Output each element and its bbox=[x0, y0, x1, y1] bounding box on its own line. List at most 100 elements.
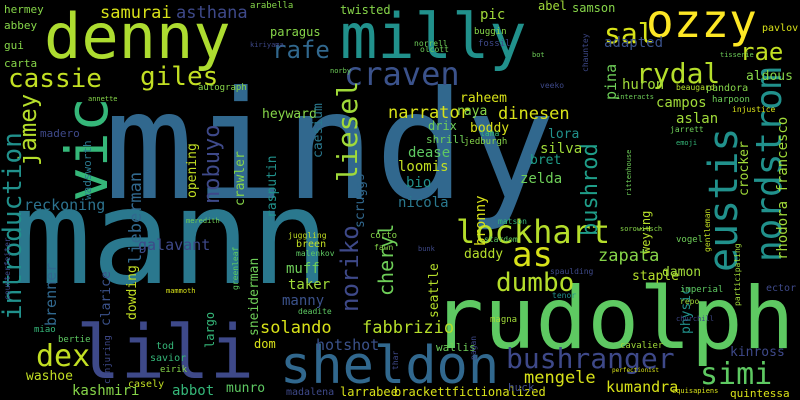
word-clarice: clarice bbox=[99, 271, 114, 326]
word-taker: taker bbox=[288, 277, 331, 293]
word-huck: huck bbox=[508, 381, 535, 394]
word-mengele: mengele bbox=[524, 368, 596, 388]
word-liesel: liesel bbox=[331, 80, 364, 182]
word-meredith: meredith bbox=[186, 217, 220, 225]
word-heyward: heyward bbox=[262, 107, 317, 122]
word-conjuring: conjuring bbox=[103, 335, 113, 384]
word-dumbo: dumbo bbox=[496, 268, 575, 298]
word-interacts: interacts bbox=[616, 93, 654, 101]
word-campos: campos bbox=[656, 95, 707, 111]
word-kinross: kinross bbox=[730, 345, 785, 360]
word-samurai: samurai bbox=[100, 3, 172, 23]
word-asthana: asthana bbox=[176, 3, 248, 23]
word-quintessa: quintessa bbox=[730, 387, 790, 400]
word-twisted: twisted bbox=[340, 3, 391, 17]
word-abbey: abbey bbox=[4, 19, 38, 32]
word-magna: magna bbox=[490, 315, 518, 325]
word-washoe: washoe bbox=[26, 369, 73, 384]
word-gui: gui bbox=[4, 39, 24, 52]
word-rudolph: rudolph bbox=[432, 269, 795, 369]
word-pandora: pandora bbox=[706, 83, 749, 94]
word-counterfeiter: counterfeiter bbox=[3, 237, 12, 300]
word-mann: mann bbox=[12, 161, 330, 315]
word-abbot: abbot bbox=[172, 383, 215, 399]
word-dease: dease bbox=[408, 145, 451, 161]
word-wadsworth: wadsworth bbox=[81, 140, 94, 200]
word-cassie: cassie bbox=[8, 64, 102, 94]
word-deadite: deadite bbox=[298, 307, 332, 316]
word-emoji: emoji bbox=[676, 139, 698, 147]
word-injustice: injustice bbox=[732, 105, 776, 114]
word-fawn: fawn bbox=[374, 243, 394, 252]
word-norrell: norrell bbox=[414, 39, 448, 48]
word-sorowitsch: sorowitsch bbox=[620, 225, 663, 233]
word-galavant: galavant bbox=[138, 236, 211, 254]
word-manny: manny bbox=[282, 293, 325, 309]
word-muff: muff bbox=[286, 261, 320, 277]
word-silva: silva bbox=[540, 141, 583, 157]
word-tenor: tenor bbox=[552, 291, 577, 300]
word-madero: madero bbox=[40, 127, 80, 140]
word-mindy: mindy bbox=[104, 60, 556, 234]
word-drix: drix bbox=[428, 119, 457, 133]
word-jarrett: jarrett bbox=[670, 125, 704, 134]
word-reckoning: reckoning bbox=[24, 196, 106, 214]
word-ozzy: ozzy bbox=[646, 0, 757, 48]
word-veeko: veeko bbox=[540, 81, 565, 90]
word-ector: ector bbox=[766, 283, 797, 294]
word-churchill: churchill bbox=[676, 315, 714, 323]
word-miao: miao bbox=[34, 325, 56, 335]
word-bio: bio bbox=[406, 175, 432, 191]
word-milly: milly bbox=[340, 0, 527, 73]
word-opening: opening bbox=[185, 143, 200, 198]
word-brenner: brenner bbox=[42, 262, 60, 326]
word-boddy: boddy bbox=[470, 121, 510, 136]
word-lama: lama bbox=[480, 129, 500, 138]
word-mammoth: mammoth bbox=[166, 287, 196, 295]
word-noriko: noriko bbox=[336, 225, 364, 312]
word-aslan: aslan bbox=[676, 111, 719, 127]
word-nicola: nicola bbox=[398, 195, 449, 211]
word-shrill: shrill bbox=[426, 133, 466, 146]
word-lora: lora bbox=[548, 127, 580, 142]
word-participating: participating bbox=[733, 243, 742, 306]
word-larrabee: larrabee bbox=[340, 385, 398, 399]
word-zelda: zelda bbox=[520, 171, 563, 187]
word-imperial: imperial bbox=[680, 285, 724, 295]
word-hermey: hermey bbox=[4, 3, 44, 16]
word-sneiderman: sneiderman bbox=[247, 257, 262, 336]
word-caesium: caesium bbox=[311, 103, 326, 158]
word-damon: damon bbox=[662, 265, 702, 280]
word-pavlov: pavlov bbox=[762, 23, 799, 34]
word-abel: abel bbox=[538, 0, 567, 13]
word-bushranger: bushranger bbox=[506, 342, 675, 375]
word-norby: norby bbox=[330, 67, 352, 75]
word-madalena: madalena bbox=[286, 387, 335, 398]
word-samson: samson bbox=[572, 1, 616, 15]
word-crocker: crocker bbox=[737, 141, 752, 196]
word-kumandra: kumandra bbox=[606, 378, 679, 396]
word-solando: solando bbox=[260, 318, 332, 338]
word-jedburgh: jedburgh bbox=[464, 137, 508, 147]
word-loomis: loomis bbox=[398, 159, 449, 175]
word-adapted: adapted bbox=[604, 35, 664, 51]
word-as: as bbox=[512, 235, 553, 275]
word-equisapiens: equisapiens bbox=[672, 387, 719, 395]
word-huron: huron bbox=[622, 77, 665, 93]
word-nobuyo: nobuyo bbox=[200, 124, 225, 204]
word-wallis: wallis bbox=[436, 341, 476, 354]
word-kashmiri: kashmiri bbox=[72, 383, 140, 399]
word-zapata: zapata bbox=[598, 246, 660, 266]
word-rafe: rafe bbox=[272, 36, 330, 64]
word-spaulding: spaulding bbox=[550, 267, 594, 276]
word-chauntey: chauntey bbox=[581, 33, 590, 72]
word-breen: breen bbox=[296, 239, 327, 250]
word-rae: rae bbox=[740, 38, 784, 66]
word-rittenhouse: rittenhouse bbox=[625, 149, 633, 196]
word-matson: matson bbox=[498, 217, 527, 226]
word-eirik: eirik bbox=[160, 365, 188, 375]
word-pic: pic bbox=[480, 7, 506, 23]
word-olcott: olcott bbox=[420, 45, 449, 54]
word-dowding: dowding bbox=[125, 265, 140, 320]
